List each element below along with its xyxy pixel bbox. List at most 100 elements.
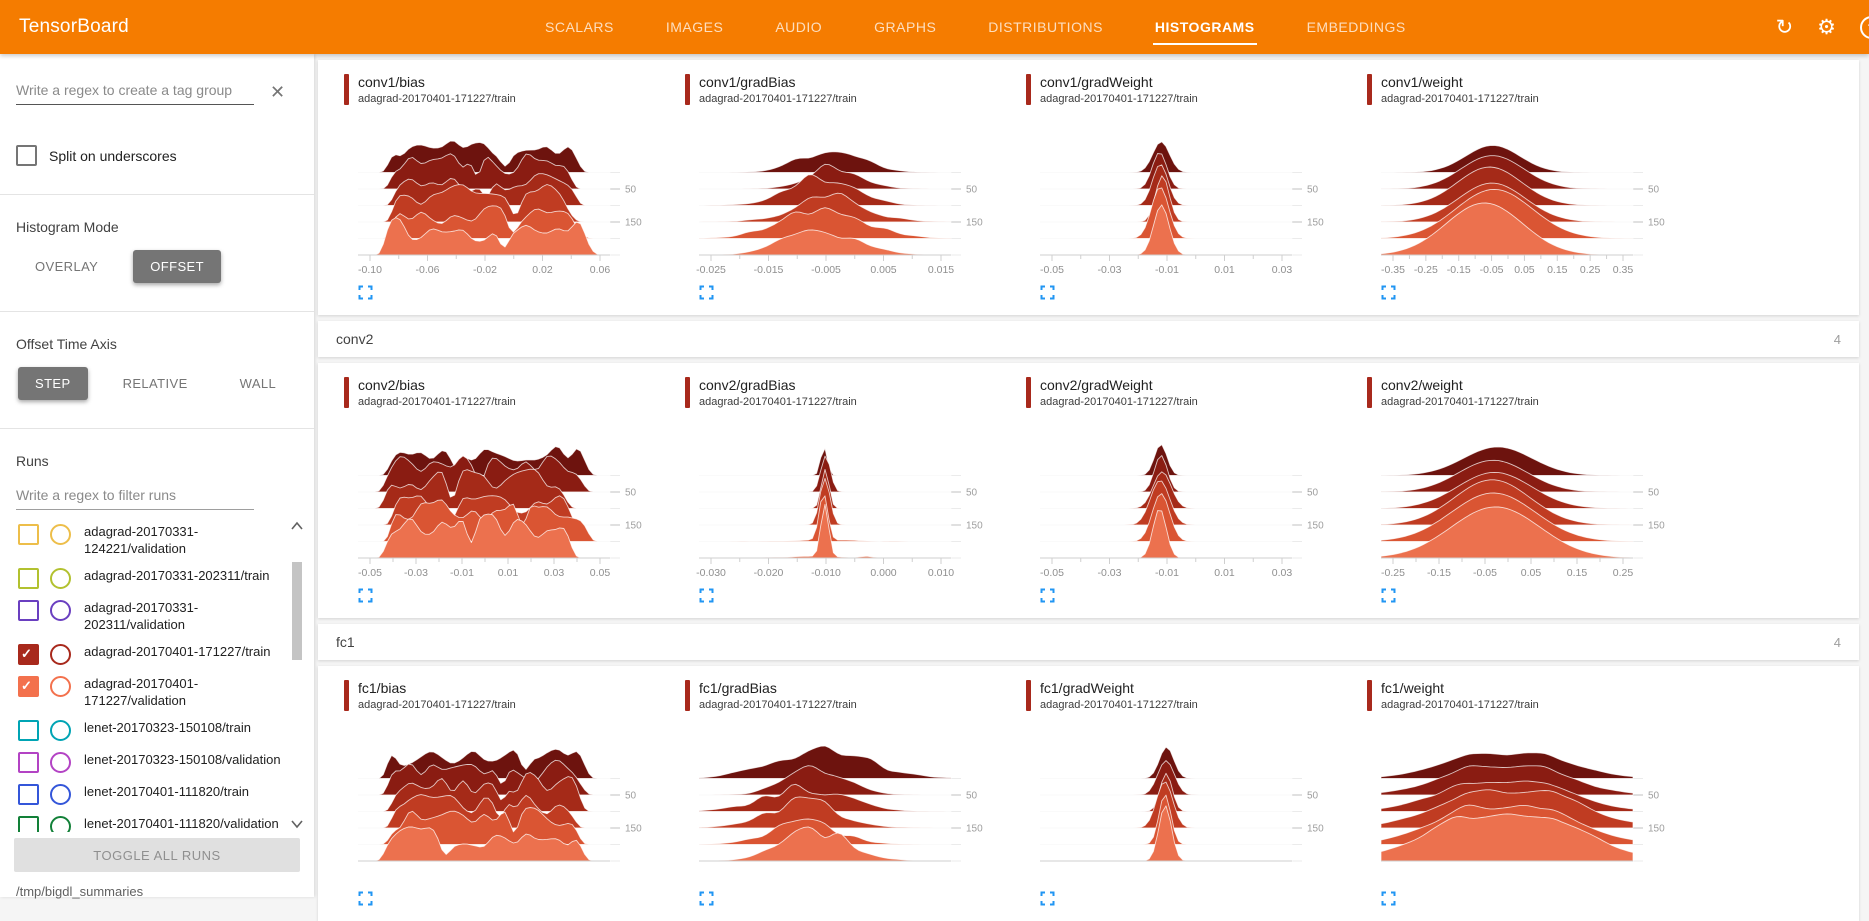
ridgeline-histogram-chart: 50 150 -0.10 -0.06 -0.02 0.02 0.06 (357, 140, 642, 276)
run-color-bar (685, 680, 690, 711)
expand-icon[interactable] (1381, 588, 1396, 603)
divider (0, 194, 314, 195)
run-radio[interactable] (50, 816, 71, 832)
ridgeline-histogram-chart: 50 150 (698, 745, 983, 862)
histogram-card-conv1-bias: conv1/bias adagrad-20170401-171227/train 5… (344, 74, 685, 305)
offset-time-axis-options: STEP RELATIVE WALL (18, 367, 298, 400)
svg-text:0.25: 0.25 (1580, 264, 1601, 276)
refresh-icon[interactable]: ↻ (1775, 15, 1794, 39)
run-item[interactable]: lenet-20170323-150108/validation (0, 746, 314, 778)
svg-text:50: 50 (966, 791, 978, 802)
offset-time-axis-step-button[interactable]: STEP (18, 367, 88, 400)
scrollbar-thumb[interactable] (292, 562, 302, 660)
chart-title: conv2/gradBias (699, 377, 796, 393)
run-radio[interactable] (50, 568, 71, 589)
run-radio[interactable] (50, 676, 71, 697)
tag-regex-input[interactable] (16, 78, 254, 105)
run-color-bar (1026, 680, 1031, 711)
section-chart-count: 4 (1833, 634, 1841, 650)
section-header-fc1[interactable]: fc1 4 (318, 624, 1859, 660)
scroll-up-icon[interactable] (289, 520, 305, 532)
svg-text:-0.01: -0.01 (1155, 567, 1179, 579)
expand-icon[interactable] (358, 891, 373, 906)
svg-text:-0.020: -0.020 (754, 567, 784, 579)
expand-icon[interactable] (1381, 891, 1396, 906)
run-item[interactable]: lenet-20170401-111820/validation (0, 810, 314, 832)
svg-text:0.01: 0.01 (498, 567, 519, 579)
run-radio[interactable] (50, 644, 71, 665)
svg-text:-0.03: -0.03 (1098, 567, 1122, 579)
offset-time-axis-relative-button[interactable]: RELATIVE (122, 376, 188, 391)
scroll-down-icon[interactable] (289, 818, 305, 830)
run-item[interactable]: lenet-20170401-111820/train (0, 778, 314, 810)
svg-text:0.15: 0.15 (1567, 567, 1588, 579)
run-radio[interactable] (50, 600, 71, 621)
settings-gear-icon[interactable]: ⚙ (1817, 15, 1836, 39)
split-underscores-checkbox[interactable] (16, 145, 37, 166)
histogram-mode-options: OVERLAY OFFSET (18, 250, 298, 283)
run-item[interactable]: ✓ adagrad-20170401-171227/validation (0, 670, 314, 714)
run-checkbox[interactable] (18, 568, 39, 589)
help-icon[interactable]: ? (1860, 15, 1869, 39)
expand-icon[interactable] (358, 285, 373, 300)
expand-icon[interactable] (1040, 285, 1055, 300)
histogram-mode-offset-button[interactable]: OFFSET (133, 250, 221, 283)
toggle-all-runs-button[interactable]: TOGGLE ALL RUNS (14, 838, 300, 872)
run-radio[interactable] (50, 784, 71, 805)
expand-icon[interactable] (1040, 891, 1055, 906)
tab-histograms[interactable]: HISTOGRAMS (1129, 0, 1281, 54)
expand-icon[interactable] (358, 588, 373, 603)
runs-filter-input[interactable] (16, 483, 254, 510)
close-icon[interactable]: ✕ (270, 81, 286, 102)
run-item[interactable]: adagrad-20170331-202311/validation (0, 594, 314, 638)
run-checkbox[interactable]: ✓ (18, 676, 39, 697)
run-radio[interactable] (50, 524, 71, 545)
run-item[interactable]: ✓ adagrad-20170401-171227/train (0, 638, 314, 670)
svg-text:50: 50 (1648, 185, 1660, 196)
run-checkbox[interactable] (18, 600, 39, 621)
tab-embeddings[interactable]: EMBEDDINGS (1306, 19, 1406, 35)
svg-text:150: 150 (625, 824, 642, 835)
tab-graphs[interactable]: GRAPHS (874, 19, 937, 35)
svg-text:-0.05: -0.05 (358, 567, 382, 579)
histogram-card-conv2-weight: conv2/weight adagrad-20170401-171227/trai… (1367, 377, 1708, 608)
svg-text:150: 150 (1307, 824, 1324, 835)
expand-icon[interactable] (1381, 285, 1396, 300)
run-item[interactable]: adagrad-20170331-202311/train (0, 562, 314, 594)
histograms-dashboard: conv1/bias adagrad-20170401-171227/train 5… (316, 54, 1869, 921)
svg-text:0.01: 0.01 (1214, 264, 1235, 276)
run-item[interactable]: adagrad-20170331-124221/validation (0, 518, 314, 562)
ridgeline-histogram-chart: 50 150 (1380, 752, 1665, 862)
run-radio[interactable] (50, 720, 71, 741)
run-checkbox[interactable] (18, 784, 39, 805)
svg-text:0.010: 0.010 (928, 567, 954, 579)
run-color-bar (344, 74, 349, 105)
run-checkbox[interactable] (18, 720, 39, 741)
run-radio[interactable] (50, 752, 71, 773)
run-checkbox[interactable]: ✓ (18, 644, 39, 665)
svg-text:-0.15: -0.15 (1427, 567, 1451, 579)
ridgeline-histogram-chart: 50 150 -0.030 -0.020 -0.010 0.000 0.010 (696, 447, 983, 579)
svg-text:0.06: 0.06 (590, 264, 611, 276)
svg-text:0.02: 0.02 (532, 264, 553, 276)
run-checkbox[interactable] (18, 816, 39, 832)
tab-images[interactable]: IMAGES (665, 19, 724, 35)
histogram-mode-overlay-button[interactable]: OVERLAY (35, 259, 99, 274)
svg-text:-0.05: -0.05 (1040, 264, 1064, 276)
run-item[interactable]: lenet-20170323-150108/train (0, 714, 314, 746)
expand-icon[interactable] (699, 891, 714, 906)
run-checkbox[interactable] (18, 524, 39, 545)
expand-icon[interactable] (699, 588, 714, 603)
tab-audio[interactable]: AUDIO (775, 19, 823, 35)
expand-icon[interactable] (1040, 588, 1055, 603)
svg-text:-0.03: -0.03 (1098, 264, 1122, 276)
section-header-conv2[interactable]: conv2 4 (318, 321, 1859, 357)
svg-text:-0.06: -0.06 (416, 264, 440, 276)
run-checkbox[interactable] (18, 752, 39, 773)
offset-time-axis-wall-button[interactable]: WALL (239, 376, 277, 391)
tab-distributions[interactable]: DISTRIBUTIONS (988, 19, 1103, 35)
ridgeline-histogram-chart: 50 150 -0.35 -0.25 -0.15 -0.05 0.05 0.15 0.25 0.3… (1380, 144, 1665, 276)
run-name: adagrad-20170331-124221/validation (84, 524, 199, 556)
expand-icon[interactable] (699, 285, 714, 300)
tab-scalars[interactable]: SCALARS (545, 19, 614, 35)
